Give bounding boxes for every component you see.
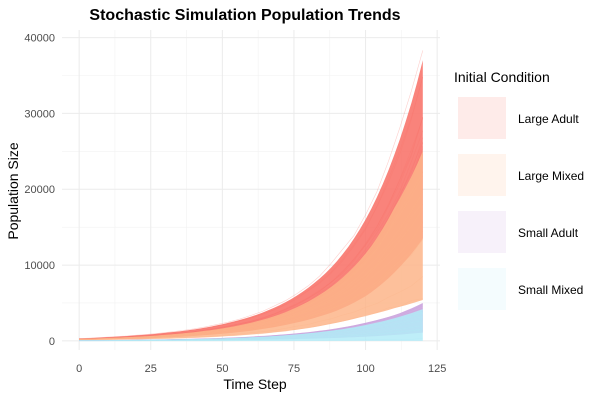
trajectory-line-large-adult bbox=[79, 117, 424, 340]
x-tick-label: 25 bbox=[145, 363, 157, 375]
x-tick-label: 50 bbox=[216, 363, 228, 375]
trajectory-line-large-adult bbox=[79, 77, 424, 339]
trajectory-line-small-mixed bbox=[79, 313, 423, 341]
trajectory-line-large-adult bbox=[79, 130, 424, 340]
legend-label-large-mixed: Large Mixed bbox=[518, 169, 584, 183]
trajectory-line-small-adult bbox=[79, 304, 423, 341]
trajectory-line-small-mixed bbox=[79, 316, 423, 341]
trajectory-line-small-mixed bbox=[79, 310, 423, 341]
x-tick-label: 100 bbox=[356, 363, 374, 375]
legend-item-small-adult: Small Adult bbox=[458, 211, 579, 253]
trajectory-line-large-mixed bbox=[79, 172, 424, 340]
trajectory-line-small-mixed bbox=[79, 329, 423, 342]
series-band-small-mixed bbox=[79, 309, 423, 341]
series-layer bbox=[79, 50, 424, 342]
legend-key-large-mixed bbox=[458, 154, 506, 196]
y-axis-title: Population Size bbox=[5, 142, 21, 240]
y-tick-label: 40000 bbox=[24, 33, 55, 45]
y-tick-label: 20000 bbox=[24, 184, 55, 196]
series-large-mixed bbox=[79, 151, 424, 341]
trajectory-line-large-adult bbox=[79, 50, 424, 339]
trajectory-line-small-mixed bbox=[79, 312, 423, 341]
x-tick-label: 125 bbox=[428, 363, 446, 375]
trajectory-line-large-adult bbox=[79, 76, 424, 339]
trajectory-line-large-mixed bbox=[79, 175, 424, 340]
x-axis-ticks: 0 25 50 75 100 125 bbox=[76, 363, 446, 375]
y-tick-label: 10000 bbox=[24, 260, 55, 272]
trajectory-line-large-adult bbox=[79, 117, 424, 340]
legend-item-large-mixed: Large Mixed bbox=[458, 154, 584, 196]
y-tick-label: 30000 bbox=[24, 108, 55, 120]
legend: Initial Condition Large Adult Large Mixed… bbox=[454, 69, 584, 310]
trajectory-line-small-mixed bbox=[79, 337, 423, 342]
legend-key-small-mixed bbox=[458, 268, 506, 310]
trajectory-line-large-mixed bbox=[79, 298, 423, 341]
series-band-large-adult bbox=[79, 60, 423, 340]
trajectory-line-large-mixed bbox=[79, 276, 423, 341]
trajectory-line-small-mixed bbox=[79, 325, 423, 341]
trajectory-line-large-mixed bbox=[79, 192, 424, 340]
chart-title: Stochastic Simulation Population Trends bbox=[89, 7, 400, 24]
trajectory-line-large-mixed bbox=[79, 208, 424, 340]
x-tick-label: 0 bbox=[76, 363, 82, 375]
series-small-mixed bbox=[79, 309, 423, 342]
trajectory-line-large-mixed bbox=[79, 239, 424, 340]
legend-item-small-mixed: Small Mixed bbox=[458, 268, 583, 310]
legend-label-small-adult: Small Adult bbox=[518, 226, 579, 240]
legend-label-small-mixed: Small Mixed bbox=[518, 283, 583, 297]
y-axis-ticks: 0 10000 20000 30000 40000 bbox=[24, 33, 55, 348]
x-axis-title: Time Step bbox=[223, 376, 286, 392]
legend-key-small-adult bbox=[458, 211, 506, 253]
trajectory-line-small-mixed bbox=[79, 328, 423, 342]
trajectory-line-small-mixed bbox=[79, 311, 423, 341]
trajectory-line-small-adult bbox=[79, 305, 423, 341]
x-tick-label: 75 bbox=[288, 363, 300, 375]
trajectory-line-large-mixed bbox=[79, 220, 424, 340]
legend-item-large-adult: Large Adult bbox=[458, 97, 579, 139]
series-band-large-mixed bbox=[79, 151, 423, 340]
legend-items: Large Adult Large Mixed Small Adult Small M… bbox=[458, 97, 584, 310]
trajectory-line-large-mixed bbox=[79, 202, 424, 340]
trajectory-line-large-mixed bbox=[79, 238, 424, 340]
legend-title: Initial Condition bbox=[454, 69, 550, 85]
y-tick-label: 0 bbox=[49, 336, 55, 348]
trajectory-line-small-mixed bbox=[79, 320, 423, 341]
trajectory-line-large-adult bbox=[79, 118, 424, 340]
legend-key-large-adult bbox=[458, 97, 506, 139]
legend-label-large-adult: Large Adult bbox=[518, 112, 579, 126]
